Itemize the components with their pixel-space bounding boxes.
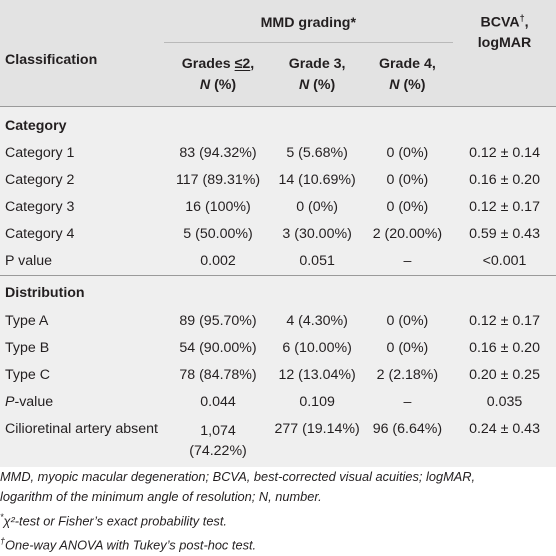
table-row: Cilioretinal artery absent 1,074 (74.22%… <box>0 416 556 467</box>
grade-col-2-header: Grade 3, N (%) <box>288 56 346 93</box>
table-row: Type B 54 (90.00%) 6 (10.00%) 0 (0%) 0.1… <box>0 335 556 362</box>
table-row: Category 2 117 (89.31%) 14 (10.69%) 0 (0… <box>0 167 556 194</box>
bcva-header: BCVA†, logMAR <box>477 13 532 51</box>
table-row: Category 1 83 (94.32%) 5 (5.68%) 0 (0%) … <box>0 140 556 167</box>
footnotes: MMD, myopic macular degeneration; BCVA, … <box>0 467 556 556</box>
table-row: Category 4 5 (50.00%) 3 (30.00%) 2 (20.0… <box>0 221 556 248</box>
table-row: P value 0.002 0.051 – <0.001 <box>0 248 556 275</box>
table-row: Type C 78 (84.78%) 12 (13.04%) 2 (2.18%)… <box>0 362 556 389</box>
grade-col-3-header: Grade 4, N (%) <box>379 56 436 93</box>
section-distribution-heading: Distribution <box>0 275 556 308</box>
mmd-grading-header: MMD grading* <box>163 0 454 43</box>
table-row: Type A 89 (95.70%) 4 (4.30%) 0 (0%) 0.12… <box>0 308 556 335</box>
footnote-chi-square: *χ²-test or Fisher’s exact probability t… <box>0 512 227 529</box>
footnote-abbrev-line2: logarithm of the minimum angle of resolu… <box>0 489 322 504</box>
grade-col-1-header: Grades ≤2, N (%) <box>181 56 255 93</box>
section-category-heading: Category <box>0 106 556 140</box>
p-value-label: P-value <box>5 394 54 410</box>
table-row: P-value 0.044 0.109 – 0.035 <box>0 389 556 416</box>
footnote-anova: †One-way ANOVA with Tukey’s post-hoc tes… <box>0 536 257 553</box>
footnote-abbrev-line1: MMD, myopic macular degeneration; BCVA, … <box>0 469 476 484</box>
header-row-1: MMD grading* BCVA†, logMAR <box>0 0 556 51</box>
data-table: MMD grading* BCVA†, logMAR Classificatio… <box>0 0 556 467</box>
classification-header: Classification <box>5 52 98 68</box>
table-row: Category 3 16 (100%) 0 (0%) 0 (0%) 0.12 … <box>0 194 556 221</box>
